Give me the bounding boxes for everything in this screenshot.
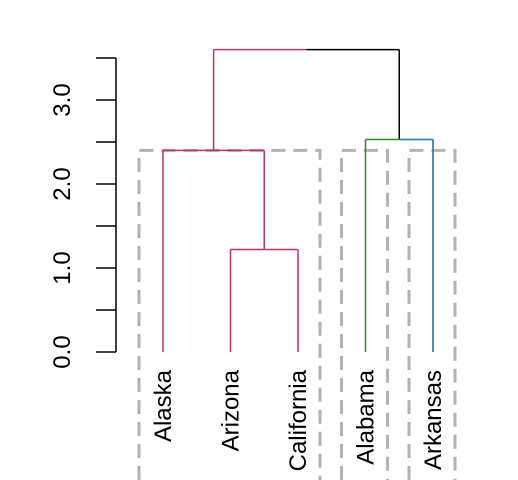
dendrogram-branches [162,48,434,352]
cluster-rect-1 [340,148,389,480]
leaf-label-arizona: Arizona [218,369,245,451]
leaf-label-alaska: Alaska [150,369,177,442]
leaf-labels: Alaska Arizona California Alabama Arkansas [150,369,447,471]
y-tick-label-1: 1.0 [49,251,76,284]
y-tick-label-0: 0.0 [49,335,76,368]
y-tick-label-3: 3.0 [49,83,76,116]
y-axis: 0.0 1.0 2.0 3.0 [49,57,117,369]
cluster-rect-2 [407,148,457,480]
y-tick-label-2: 2.0 [49,167,76,200]
leaf-label-alabama: Alabama [353,369,380,464]
leaf-label-arkansas: Arkansas [420,370,447,470]
leaf-label-california: California [285,369,312,471]
